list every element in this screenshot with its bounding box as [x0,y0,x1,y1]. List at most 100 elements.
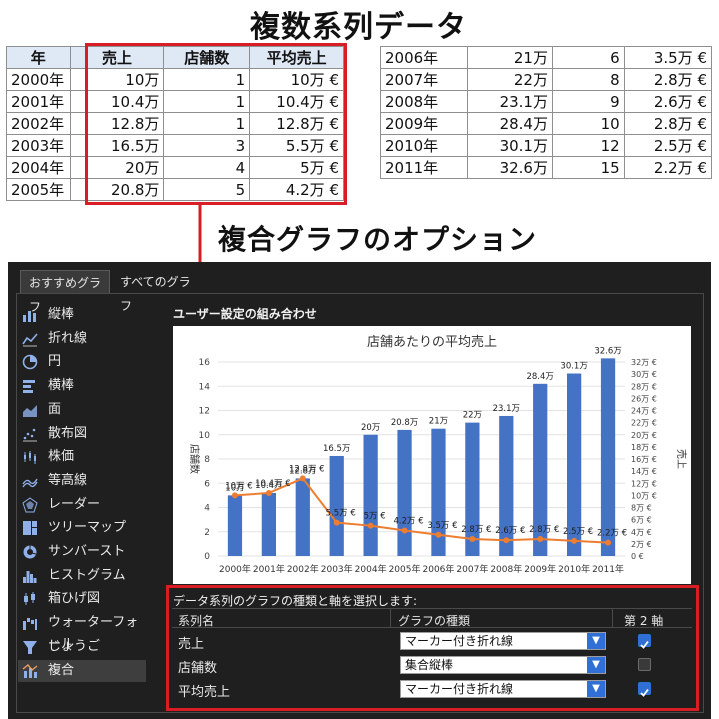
y-tick-label: 12 [199,407,210,417]
sidebar-item-label: じょうご [48,638,101,654]
sidebar-item-column[interactable]: 縦棒 [18,304,146,326]
sidebar-item-label: 株価 [48,449,75,465]
table-cell: 30.1万 [467,134,553,157]
table-row: 2001年 10.4万 1 10.4万 € [6,90,344,113]
table-cell: 2010年 [379,134,469,157]
sidebar-item-label: ツリーマップ [48,520,127,536]
tab-all-charts[interactable]: すべてのグラフ [120,275,191,313]
sidebar-item-sunburst[interactable]: サンバースト [18,541,146,563]
chart-type-value: マーカー付き折れ線 [405,682,514,696]
sidebar-item-scatter[interactable]: 散布図 [18,423,146,445]
table-cell: 28.4万 [467,112,553,135]
chart-type-value: マーカー付き折れ線 [405,634,514,648]
table-cell: 2007年 [379,68,469,91]
y-tick-label: 0 [204,552,210,562]
secondary-axis-checkbox[interactable] [638,658,651,671]
y-tick-label: 8 [204,455,210,465]
y2-tick-label: 32万 € [631,358,657,367]
bar-data-label: 20万 [361,423,380,433]
sidebar-item-line[interactable]: 折れ線 [18,328,146,350]
bar [363,434,378,556]
x-tick-label: 2007年 [456,563,488,575]
sidebar-item-bar[interactable]: 横棒 [18,375,146,397]
line-series [234,477,609,544]
bar [465,422,480,556]
y-tick-label: 14 [199,382,211,392]
table-cell: 2009年 [379,112,469,135]
sidebar-item-combo[interactable]: 複合 [18,659,146,682]
y2-tick-label: 26万 € [631,394,657,403]
table-cell: 2.2万 € [623,156,713,179]
table-cell: 9 [551,90,625,113]
table-row: 2005年 20.8万 5 4.2万 € [6,178,344,201]
line-point [435,531,442,538]
preview-heading: ユーザー設定の組み合わせ [173,307,317,321]
table-cell: 3.5万 € [623,46,713,69]
sidebar-item-label: レーダー [48,496,101,512]
sidebar-item-pie[interactable]: 円 [18,351,146,373]
y2-tick-label: 28万 € [631,382,657,391]
bar [329,455,344,556]
y2-tick-label: 30万 € [631,370,657,379]
table-cell: 2.5万 € [623,134,713,157]
combo-chart-icon [22,663,38,678]
series-name: 平均売上 [178,685,231,700]
y2-tick-label: 8万 € [631,504,652,513]
secondary-axis-checkbox[interactable] [638,634,651,649]
tab-recommended[interactable]: おすすめグラフ [20,270,110,314]
bar [600,358,616,556]
bar [499,415,514,556]
secondary-axis-checkbox[interactable] [638,682,651,697]
chart-preview: 店舗あたりの平均売上 0 2 4 6 8 10 12 14 16 0 € 2万 € 4万 € 6万 € 8万… [173,326,691,584]
sidebar-item-label: ウォーターフォール [48,615,139,653]
x-tick-label: 2006年 [423,563,455,575]
sidebar-item-label: 折れ線 [48,330,88,346]
stock-chart-icon [24,451,36,465]
y2-tick-label: 20万 € [631,431,657,440]
table-row: 2011年 32.6万 15 2.2万 € [379,156,713,179]
sidebar-item-label: 散布図 [48,425,88,441]
sidebar-item-stock[interactable]: 株価 [18,446,146,468]
bar [295,478,310,556]
table-cell: 2005年 [6,178,71,201]
bar-data-label: 20.8万 [391,418,418,428]
sidebar-item-surface[interactable]: 等高線 [18,470,146,492]
sidebar-item-label: 縦棒 [48,307,75,322]
table-cell: 32.6万 [467,156,553,179]
radar-chart-icon [22,496,38,513]
bar [567,373,582,556]
scatter-chart-icon [23,428,37,441]
sidebar-item-label: 横棒 [48,378,75,394]
x-tick-label: 2005年 [389,563,421,575]
table-cell: 2001年 [6,90,71,113]
table-cell: 6 [551,46,625,69]
chart-type-select[interactable]: マーカー付き折れ線 ▼ [400,680,606,698]
bar-data-label: 32.6万 [594,346,621,356]
sidebar-item-treemap[interactable]: ツリーマップ [18,517,146,539]
sidebar-item-radar[interactable]: レーダー [18,494,146,516]
table-cell: 2011年 [379,156,469,179]
treemap-chart-icon [23,521,37,536]
line-point [571,537,578,544]
sidebar-item-histogram[interactable]: ヒストグラム [18,565,146,587]
chevron-down-icon: ▼ [587,633,605,649]
data-table-right: 2006年 21万 6 3.5万 €2007年 22万 8 2.8万 €2008年 23.1万… [379,46,713,179]
chart-type-select[interactable]: 集合縦棒 ▼ [400,656,606,674]
table-cell: 2000年 [6,68,71,91]
bar [397,429,412,556]
line-data-label: 2.6万 € [495,526,525,536]
bar [533,383,548,556]
x-tick-label: 2002年 [287,563,319,575]
y2-tick-label: 0 € [631,552,644,561]
bar-data-label: 28.4万 [526,372,553,382]
sidebar-item-box-whisker[interactable]: 箱ひげ図 [18,588,146,610]
bar [431,428,446,556]
sidebar-item-funnel[interactable]: じょうご [18,636,146,658]
line-data-label: 10万 € [225,481,252,491]
surface-chart-icon [22,478,38,488]
sidebar-item-area[interactable]: 面 [18,399,146,421]
line-point [265,489,272,496]
y2-tick-label: 12万 € [631,479,657,488]
sidebar-item-waterfall[interactable]: ウォーターフォール [18,612,146,652]
chart-type-select[interactable]: マーカー付き折れ線 ▼ [400,632,606,650]
